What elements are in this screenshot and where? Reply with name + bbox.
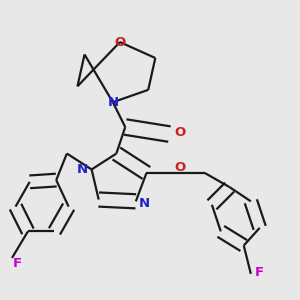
Text: N: N (139, 196, 150, 210)
Text: N: N (107, 96, 118, 109)
Text: O: O (114, 36, 125, 49)
Text: O: O (175, 126, 186, 139)
Text: O: O (175, 161, 186, 174)
Text: N: N (77, 163, 88, 176)
Text: F: F (255, 266, 264, 279)
Text: F: F (13, 257, 22, 270)
